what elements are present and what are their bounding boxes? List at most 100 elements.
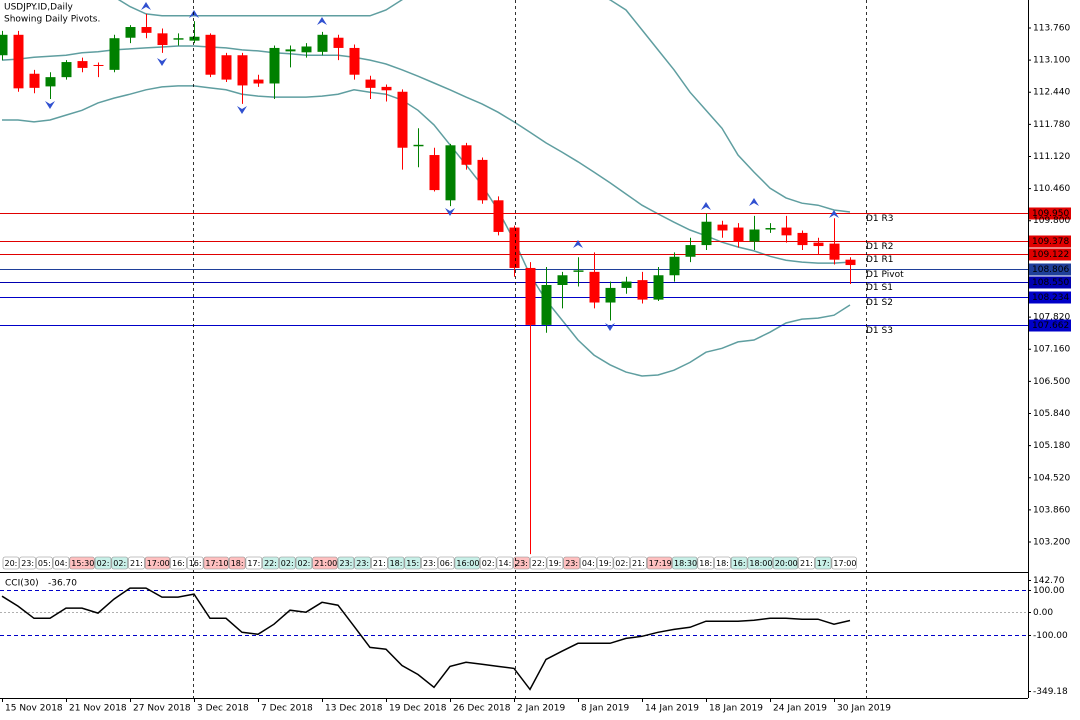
candle-body <box>429 155 440 191</box>
indicator-name: CCI(30) <box>5 579 39 589</box>
price-pane <box>0 0 1028 555</box>
y-tick-label: 142.70 <box>1033 576 1065 586</box>
candle-body <box>189 36 200 41</box>
candle-body <box>333 37 344 48</box>
time-label: 04: <box>55 559 68 568</box>
time-label: 18:00 <box>749 559 772 568</box>
time-box <box>144 556 170 570</box>
candle-body <box>797 232 808 246</box>
x-tick-label: 21 Nov 2018 <box>69 704 127 714</box>
time-box <box>454 556 480 570</box>
time-box <box>596 556 614 570</box>
candle-body <box>589 271 600 303</box>
y-tick-label: 103.860 <box>1033 505 1070 515</box>
x-tick-label: 13 Dec 2018 <box>325 704 383 714</box>
time-box <box>312 556 338 570</box>
time-box <box>295 556 313 570</box>
time-box <box>496 556 514 570</box>
y-tick-label: 113.100 <box>1033 56 1070 66</box>
time-label: 17:00 <box>147 559 170 568</box>
candle-body <box>701 221 712 246</box>
cci-pane <box>0 587 1028 691</box>
time-box <box>354 556 371 570</box>
time-label: 23: <box>565 559 578 568</box>
x-tick-label: 14 Jan 2019 <box>645 704 699 714</box>
time-label: 02: <box>615 559 628 568</box>
candle-body <box>557 275 568 285</box>
time-label: 23: <box>356 559 369 568</box>
pivot-label: D1 S3 <box>866 326 893 336</box>
x-tick-label: 15 Nov 2018 <box>5 704 63 714</box>
time-box <box>546 556 564 570</box>
price-box <box>1029 319 1071 332</box>
candle-body <box>397 91 408 148</box>
time-label: 15: <box>406 559 419 568</box>
fractal-arrow <box>141 2 151 10</box>
y-tick-label: 107.820 <box>1033 313 1070 323</box>
y-tick-label: 110.460 <box>1033 184 1070 194</box>
y-tick-label: -100.00 <box>1033 631 1068 641</box>
time-box <box>52 556 70 570</box>
time-label: 21: <box>800 559 813 568</box>
y-tick-label: 105.180 <box>1033 441 1070 451</box>
time-label: 14: <box>498 559 511 568</box>
candle-body <box>749 229 760 242</box>
candle-body <box>509 227 520 268</box>
candle-body <box>13 34 24 89</box>
time-box <box>111 556 129 570</box>
time-label: 20: <box>5 559 18 568</box>
time-box <box>613 556 630 570</box>
time-label: 23: <box>21 559 34 568</box>
price-box-label: 108.234 <box>1032 293 1069 303</box>
price-box <box>1029 235 1071 248</box>
candle-body <box>669 256 680 276</box>
candle-body <box>125 27 136 38</box>
candle-body <box>829 243 840 260</box>
indicator-value: -36.70 <box>48 579 77 589</box>
time-label: 02: <box>482 559 495 568</box>
candle-body <box>717 224 728 231</box>
time-box <box>404 556 421 570</box>
time-box <box>513 556 530 570</box>
price-box-label: 108.806 <box>1032 265 1069 275</box>
time-box <box>672 556 698 570</box>
x-tick-label: 27 Nov 2018 <box>133 704 191 714</box>
time-label: 16:00 <box>456 559 479 568</box>
candle-body <box>45 77 56 87</box>
y-tick-label: -349.18 <box>1033 687 1068 697</box>
candle-body <box>477 159 488 201</box>
time-box <box>563 556 580 570</box>
time-label: 18: <box>699 559 712 568</box>
time-label: 19: <box>599 559 612 568</box>
time-label: 18: <box>390 559 403 568</box>
time-box <box>128 556 145 570</box>
x-tick-label: 18 Jan 2019 <box>709 704 763 714</box>
time-box <box>2 556 20 570</box>
time-box <box>337 556 355 570</box>
candle-body <box>317 34 328 52</box>
candle-body <box>621 281 632 288</box>
time-box <box>36 556 53 570</box>
candle-body <box>413 144 424 147</box>
candle-body <box>29 73 40 88</box>
time-box <box>245 556 263 570</box>
band-line <box>117 0 851 213</box>
candle-body <box>93 64 104 66</box>
candle-body <box>845 259 856 266</box>
y-tick-label: 107.160 <box>1033 345 1070 355</box>
price-box <box>1029 291 1071 304</box>
fractal-arrow <box>605 323 615 331</box>
time-label: 16: <box>733 559 746 568</box>
candle-body <box>445 145 456 201</box>
time-label: 21: <box>130 559 143 568</box>
x-tick-label: 3 Dec 2018 <box>197 704 249 714</box>
time-label: 23: <box>515 559 528 568</box>
price-box-label: 108.550 <box>1032 278 1069 288</box>
candle-body <box>653 275 664 300</box>
time-label: 17:10 <box>205 559 228 568</box>
time-label: 20:00 <box>775 559 798 568</box>
fractal-arrow <box>189 10 199 18</box>
x-tick-label: 26 Dec 2018 <box>453 704 511 714</box>
time-box <box>646 556 673 570</box>
